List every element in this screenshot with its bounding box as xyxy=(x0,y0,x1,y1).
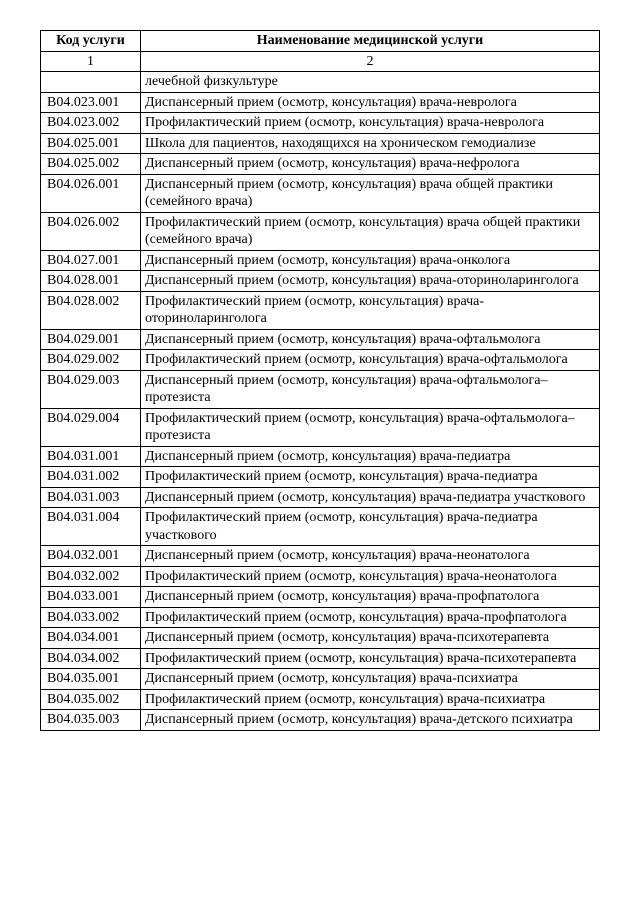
cell-code: B04.028.001 xyxy=(41,271,141,292)
cell-code: B04.029.001 xyxy=(41,329,141,350)
cell-code: B04.026.002 xyxy=(41,212,141,250)
cell-code: B04.027.001 xyxy=(41,250,141,271)
table-row: B04.028.001Диспансерный прием (осмотр, к… xyxy=(41,271,600,292)
cell-code xyxy=(41,72,141,93)
table-row: B04.035.003Диспансерный прием (осмотр, к… xyxy=(41,710,600,731)
cell-code: B04.023.002 xyxy=(41,113,141,134)
table-row: B04.031.003Диспансерный прием (осмотр, к… xyxy=(41,487,600,508)
cell-name: Диспансерный прием (осмотр, консультация… xyxy=(141,154,600,175)
cell-name: Диспансерный прием (осмотр, консультация… xyxy=(141,250,600,271)
cell-name: Диспансерный прием (осмотр, консультация… xyxy=(141,370,600,408)
cell-name: Профилактический прием (осмотр, консульт… xyxy=(141,607,600,628)
cell-code: B04.031.001 xyxy=(41,446,141,467)
table-row: B04.031.001Диспансерный прием (осмотр, к… xyxy=(41,446,600,467)
cell-name: Диспансерный прием (осмотр, консультация… xyxy=(141,669,600,690)
cell-code: B04.031.004 xyxy=(41,508,141,546)
table-row: B04.026.001Диспансерный прием (осмотр, к… xyxy=(41,174,600,212)
cell-code: B04.033.002 xyxy=(41,607,141,628)
cell-code: B04.034.002 xyxy=(41,648,141,669)
cell-code: B04.034.001 xyxy=(41,628,141,649)
cell-code: B04.032.001 xyxy=(41,546,141,567)
table-row: B04.029.003Диспансерный прием (осмотр, к… xyxy=(41,370,600,408)
cell-name: Диспансерный прием (осмотр, консультация… xyxy=(141,587,600,608)
cell-code: B04.031.002 xyxy=(41,467,141,488)
table-row: лечебной физкультуре xyxy=(41,72,600,93)
cell-name: Диспансерный прием (осмотр, консультация… xyxy=(141,92,600,113)
cell-code: B04.032.002 xyxy=(41,566,141,587)
table-row: B04.033.002Профилактический прием (осмот… xyxy=(41,607,600,628)
cell-name: Диспансерный прием (осмотр, консультация… xyxy=(141,628,600,649)
table-row: B04.035.001Диспансерный прием (осмотр, к… xyxy=(41,669,600,690)
table-header-row: Код услуги Наименование медицинской услу… xyxy=(41,31,600,52)
cell-code: B04.033.001 xyxy=(41,587,141,608)
services-table: Код услуги Наименование медицинской услу… xyxy=(40,30,600,731)
cell-name: Профилактический прием (осмотр, консульт… xyxy=(141,113,600,134)
table-row: B04.026.002Профилактический прием (осмот… xyxy=(41,212,600,250)
cell-code: B04.029.004 xyxy=(41,408,141,446)
table-row: B04.031.004Профилактический прием (осмот… xyxy=(41,508,600,546)
table-row: B04.033.001Диспансерный прием (осмотр, к… xyxy=(41,587,600,608)
table-subheader-row: 1 2 xyxy=(41,51,600,72)
cell-code: B04.029.003 xyxy=(41,370,141,408)
subheader-name: 2 xyxy=(141,51,600,72)
table-row: B04.025.002Диспансерный прием (осмотр, к… xyxy=(41,154,600,175)
table-body: лечебной физкультуреB04.023.001Диспансер… xyxy=(41,72,600,731)
cell-name: лечебной физкультуре xyxy=(141,72,600,93)
cell-name: Профилактический прием (осмотр, консульт… xyxy=(141,350,600,371)
cell-name: Профилактический прием (осмотр, консульт… xyxy=(141,566,600,587)
header-name: Наименование медицинской услуги xyxy=(141,31,600,52)
cell-name: Диспансерный прием (осмотр, консультация… xyxy=(141,546,600,567)
table-row: B04.029.004Профилактический прием (осмот… xyxy=(41,408,600,446)
cell-code: B04.025.002 xyxy=(41,154,141,175)
table-row: B04.031.002Профилактический прием (осмот… xyxy=(41,467,600,488)
cell-name: Профилактический прием (осмотр, консульт… xyxy=(141,689,600,710)
header-code: Код услуги xyxy=(41,31,141,52)
table-row: B04.035.002Профилактический прием (осмот… xyxy=(41,689,600,710)
table-row: B04.023.001Диспансерный прием (осмотр, к… xyxy=(41,92,600,113)
cell-name: Профилактический прием (осмотр, консульт… xyxy=(141,508,600,546)
cell-name: Профилактический прием (осмотр, консульт… xyxy=(141,467,600,488)
table-row: B04.034.001Диспансерный прием (осмотр, к… xyxy=(41,628,600,649)
cell-name: Профилактический прием (осмотр, консульт… xyxy=(141,408,600,446)
cell-name: Диспансерный прием (осмотр, консультация… xyxy=(141,329,600,350)
cell-code: B04.025.001 xyxy=(41,133,141,154)
cell-name: Диспансерный прием (осмотр, консультация… xyxy=(141,174,600,212)
cell-code: B04.026.001 xyxy=(41,174,141,212)
table-row: B04.023.002Профилактический прием (осмот… xyxy=(41,113,600,134)
table-row: B04.029.002Профилактический прием (осмот… xyxy=(41,350,600,371)
cell-name: Диспансерный прием (осмотр, консультация… xyxy=(141,446,600,467)
table-row: B04.029.001Диспансерный прием (осмотр, к… xyxy=(41,329,600,350)
cell-code: B04.031.003 xyxy=(41,487,141,508)
cell-name: Профилактический прием (осмотр, консульт… xyxy=(141,291,600,329)
cell-code: B04.023.001 xyxy=(41,92,141,113)
table-row: B04.027.001Диспансерный прием (осмотр, к… xyxy=(41,250,600,271)
cell-code: B04.035.003 xyxy=(41,710,141,731)
table-row: B04.028.002Профилактический прием (осмот… xyxy=(41,291,600,329)
cell-code: B04.035.001 xyxy=(41,669,141,690)
cell-name: Диспансерный прием (осмотр, консультация… xyxy=(141,710,600,731)
cell-name: Профилактический прием (осмотр, консульт… xyxy=(141,212,600,250)
table-row: B04.034.002Профилактический прием (осмот… xyxy=(41,648,600,669)
cell-name: Диспансерный прием (осмотр, консультация… xyxy=(141,487,600,508)
table-row: B04.025.001Школа для пациентов, находящи… xyxy=(41,133,600,154)
table-row: B04.032.002Профилактический прием (осмот… xyxy=(41,566,600,587)
table-row: B04.032.001Диспансерный прием (осмотр, к… xyxy=(41,546,600,567)
cell-name: Профилактический прием (осмотр, консульт… xyxy=(141,648,600,669)
cell-code: B04.028.002 xyxy=(41,291,141,329)
cell-code: B04.035.002 xyxy=(41,689,141,710)
subheader-code: 1 xyxy=(41,51,141,72)
cell-name: Школа для пациентов, находящихся на хрон… xyxy=(141,133,600,154)
cell-name: Диспансерный прием (осмотр, консультация… xyxy=(141,271,600,292)
cell-code: B04.029.002 xyxy=(41,350,141,371)
